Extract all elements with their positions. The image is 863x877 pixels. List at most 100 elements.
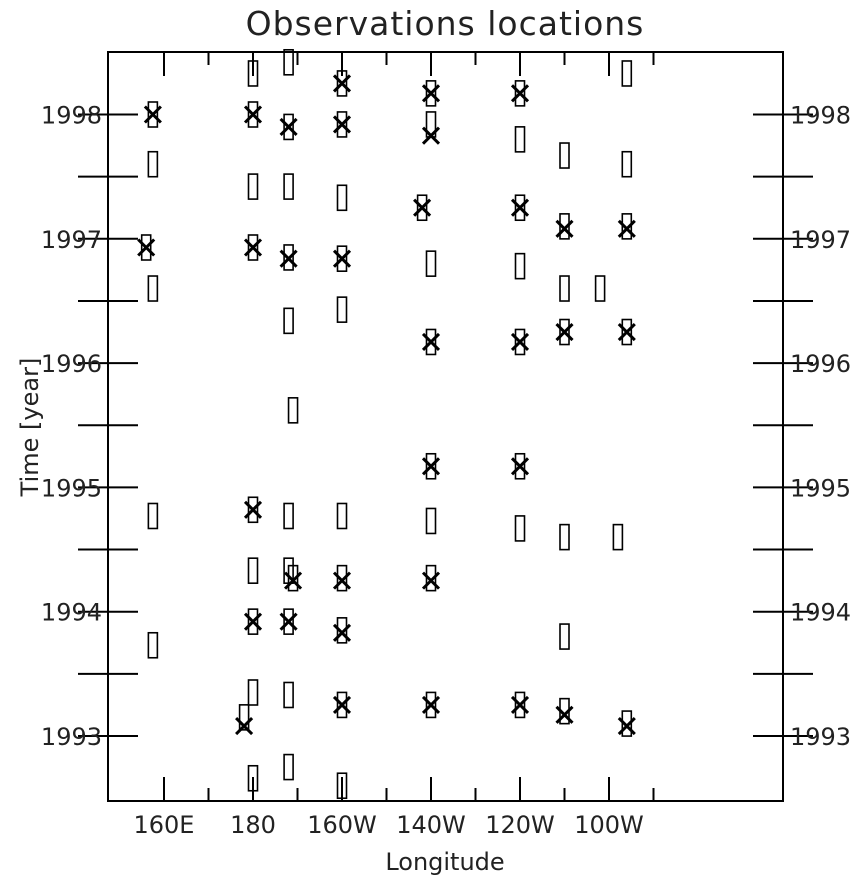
- observation-rect-marker: [283, 307, 294, 335]
- observation-x-marker: [510, 84, 530, 103]
- observation-x-marker: [555, 705, 574, 724]
- observation-x-marker: [617, 322, 636, 342]
- observation-x-marker: [555, 219, 574, 238]
- observation-rect-marker: [336, 502, 348, 530]
- plot-frame: [107, 51, 784, 802]
- observation-x-marker: [413, 198, 432, 217]
- observation-rect-marker: [621, 318, 633, 346]
- x-marker-stroke: [555, 705, 574, 724]
- observation-x-marker: [555, 322, 574, 342]
- observation-rect-marker: [559, 523, 570, 551]
- observation-x-marker: [243, 500, 263, 519]
- observation-rect-marker: [283, 48, 294, 76]
- observation-rect-marker: [147, 631, 159, 659]
- y-tick-label-left: 1993: [41, 723, 102, 751]
- observation-rect-marker: [621, 60, 633, 87]
- observation-x-marker: [279, 612, 298, 631]
- observation-rect-marker: [283, 173, 294, 200]
- observation-x-marker: [332, 695, 352, 714]
- observation-x-marker: [235, 716, 254, 736]
- observation-rect-marker: [514, 252, 526, 280]
- x-marker-stroke: [143, 105, 162, 124]
- x-marker-stroke: [332, 249, 352, 268]
- x-marker-stroke: [413, 198, 432, 217]
- x-marker-stroke: [279, 117, 298, 136]
- x-marker-stroke: [243, 612, 263, 631]
- y-tick-label-left: 1994: [41, 599, 102, 627]
- data-marks: [137, 48, 636, 800]
- observation-x-marker: [421, 457, 441, 476]
- x-marker-stroke: [279, 612, 298, 631]
- observation-rect-marker: [594, 275, 606, 302]
- observation-rect-marker: [336, 245, 348, 272]
- observation-x-marker: [137, 238, 156, 257]
- observation-x-marker: [243, 612, 263, 631]
- observation-rect-marker: [514, 691, 526, 719]
- observation-x-marker: [332, 623, 352, 642]
- x-marker-stroke: [283, 571, 303, 590]
- observation-x-marker: [243, 105, 263, 124]
- observation-rect-marker: [147, 101, 159, 128]
- x-marker-stroke: [617, 219, 636, 238]
- x-marker-stroke: [555, 219, 574, 238]
- observation-rect-marker: [514, 80, 526, 107]
- x-marker-stroke: [510, 84, 530, 103]
- x-marker-stroke: [332, 623, 352, 642]
- observation-x-marker: [510, 457, 530, 476]
- observation-x-marker: [617, 716, 636, 736]
- observation-rect-marker: [514, 126, 526, 153]
- x-marker-stroke: [510, 457, 530, 476]
- observation-x-marker: [332, 115, 352, 134]
- observation-rect-marker: [336, 111, 348, 138]
- observation-rect-marker: [283, 681, 294, 709]
- y-tick-label-right: 1994: [790, 599, 851, 627]
- observation-rect-marker: [559, 275, 570, 302]
- observation-rect-marker: [283, 244, 294, 271]
- observation-x-marker: [510, 198, 530, 217]
- observation-rect-marker: [247, 557, 259, 584]
- observation-rect-marker: [247, 679, 259, 706]
- x-marker-stroke: [510, 332, 530, 352]
- observation-rect-marker: [147, 275, 159, 302]
- observation-rect-marker: [425, 250, 437, 277]
- observation-rect-marker: [425, 452, 437, 480]
- observation-rect-marker: [283, 502, 294, 530]
- axis-ticks: [78, 52, 813, 801]
- observation-rect-marker: [336, 691, 348, 719]
- observation-rect-marker: [147, 150, 159, 178]
- observation-x-marker: [143, 105, 162, 124]
- observation-rect-marker: [247, 234, 259, 261]
- x-marker-stroke: [510, 198, 530, 217]
- y-tick-label-left: 1996: [41, 350, 102, 378]
- x-marker-stroke: [332, 115, 352, 134]
- x-marker-stroke: [332, 571, 352, 590]
- observation-rect-marker: [621, 150, 633, 178]
- observation-x-marker: [279, 249, 298, 268]
- observation-rect-marker: [247, 608, 259, 635]
- chart-title: Observations locations: [246, 4, 645, 43]
- x-marker-stroke: [332, 695, 352, 714]
- observation-x-marker: [617, 219, 636, 238]
- x-tick-label: 100W: [574, 811, 644, 839]
- observation-x-marker: [510, 695, 530, 714]
- observation-x-marker: [510, 332, 530, 352]
- x-tick-label: 120W: [485, 811, 555, 839]
- observation-x-marker: [421, 695, 441, 714]
- observation-rect-marker: [514, 328, 526, 356]
- x-marker-stroke: [617, 716, 636, 736]
- x-marker-stroke: [421, 332, 441, 352]
- observation-rect-marker: [559, 142, 570, 169]
- observation-rect-marker: [514, 515, 526, 542]
- observation-rect-marker: [147, 502, 159, 530]
- y-tick-label-right: 1996: [790, 350, 851, 378]
- x-marker-stroke: [555, 322, 574, 342]
- y-tick-label-right: 1997: [790, 226, 851, 254]
- observation-rect-marker: [238, 704, 250, 731]
- x-marker-stroke: [279, 249, 298, 268]
- y-tick-label-left: 1995: [41, 474, 102, 502]
- x-axis-label: Longitude: [385, 848, 504, 876]
- observation-rect-marker: [336, 70, 348, 97]
- observation-rect-marker: [247, 764, 259, 792]
- observation-rect-marker: [247, 173, 259, 200]
